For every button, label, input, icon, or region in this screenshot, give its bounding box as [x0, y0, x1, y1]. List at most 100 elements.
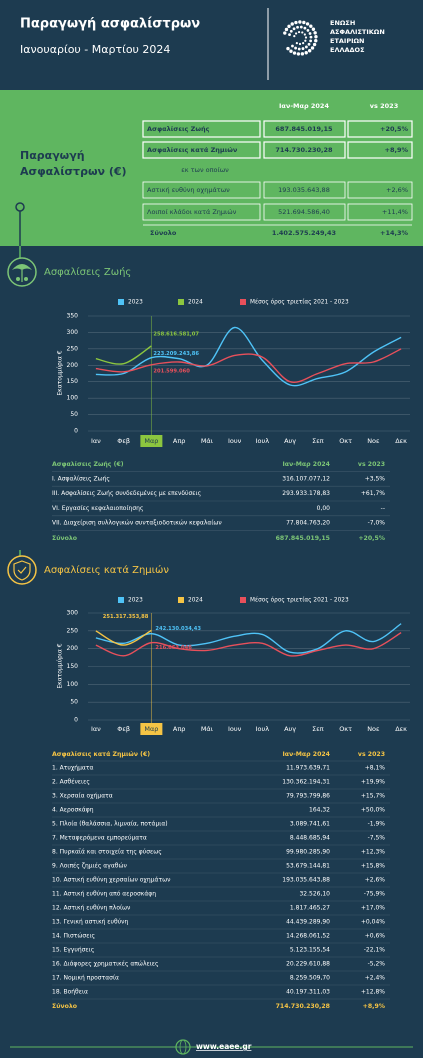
cell-box: [347, 203, 413, 221]
y-tick-label: 50: [70, 411, 78, 418]
highlight-box: [140, 435, 163, 447]
table-cell: -1,9%: [368, 821, 386, 828]
logo-dot: [311, 27, 316, 31]
table-cell: 5.123.155,54: [290, 947, 330, 954]
series-line: [95, 345, 152, 365]
logo-dot: [310, 46, 315, 50]
y-tick-label: 0: [74, 428, 78, 435]
y-axis-label: Εκατομμύρια €: [57, 643, 64, 688]
table-cell: 164,32: [309, 807, 330, 814]
row-value: 687.845.019,15: [275, 125, 333, 133]
x-tick-label: Ιουν: [228, 725, 242, 733]
logo-dot: [303, 33, 306, 36]
highlight-box: [140, 723, 163, 735]
x-tick-label: Απρ: [173, 437, 186, 445]
table-cell: +0,04%: [361, 919, 385, 926]
column-header: Ιαν-Μαρ 2024: [282, 461, 330, 468]
logo-dot: [304, 51, 308, 55]
legend-swatch: [178, 597, 184, 603]
table-cell: 17. Νομική προστασία: [52, 975, 119, 982]
header-title: Παραγωγή ασφαλίστρων: [20, 17, 200, 32]
logo-icon: [283, 20, 318, 56]
logo-dot: [288, 33, 291, 37]
table-cell: 293.933.178,83: [282, 490, 330, 497]
logo-dot: [292, 27, 296, 31]
data-label: 251.317.353,88: [103, 614, 149, 620]
table-cell: 99.980.285,90: [286, 849, 330, 856]
series-line: [95, 348, 402, 383]
table-cell: VI. Εργασίες κεφαλαιοποίησης: [52, 505, 143, 512]
logo-dot: [312, 42, 317, 47]
footer-url[interactable]: www.eaee.gr: [196, 1042, 252, 1051]
logo-dot: [296, 25, 299, 29]
table-cell: I. Ασφαλίσεις Ζωής: [52, 475, 110, 482]
legend-swatch: [178, 299, 184, 305]
logo-dot: [309, 24, 313, 28]
x-tick-label: Οκτ: [339, 725, 352, 733]
table-cell: 32.526,10: [299, 891, 330, 898]
table-cell: +2,4%: [365, 975, 386, 982]
table-cell: +15,7%: [361, 793, 385, 800]
cell-box: [347, 120, 413, 138]
logo-text: ΕΛΛΑΔΟΣ: [330, 46, 365, 54]
series-line: [95, 632, 402, 657]
logo-dot: [302, 42, 305, 45]
logo-dot: [307, 42, 311, 46]
table-cell: -22,1%: [364, 947, 386, 954]
logo-dot: [290, 22, 294, 26]
table-cell: 53.679.144,81: [286, 863, 330, 870]
y-tick-label: 150: [67, 378, 79, 385]
section-title: Ασφαλίσεις κατά Ζημιών: [44, 564, 169, 576]
cell-box: [263, 203, 346, 221]
y-axis-label: Εκατομμύρια €: [57, 350, 64, 395]
logo-dot: [295, 42, 298, 45]
legend-swatch: [118, 597, 124, 603]
row-change: +11,4%: [382, 208, 408, 216]
table-cell: 8. Πυρκαϊά και στοιχεία της φύσεως: [52, 849, 162, 856]
logo-dot: [304, 39, 307, 42]
y-tick-label: 250: [67, 345, 79, 352]
x-tick-label: Δεκ: [395, 437, 407, 445]
y-tick-label: 300: [67, 329, 79, 336]
total-cell: 687.845.019,15: [276, 535, 330, 542]
note: εκ των οποίων: [181, 166, 229, 174]
table-cell: 0,00: [317, 505, 331, 512]
logo-dot: [297, 30, 301, 34]
x-tick-label: Μάι: [201, 437, 213, 445]
y-tick-label: 100: [67, 681, 79, 688]
x-tick-label: Οκτ: [339, 437, 352, 445]
legend-swatch: [118, 299, 124, 305]
table-cell: 8.448.685,94: [290, 835, 330, 842]
logo-dot: [298, 42, 302, 46]
y-tick-label: 300: [67, 610, 79, 617]
x-tick-label: Νοε: [367, 437, 380, 445]
cell-box: [142, 203, 261, 221]
section-title: Ασφαλίσεις Ζωής: [44, 266, 131, 278]
logo-dot: [283, 31, 287, 35]
data-label: 242.130.034,43: [155, 626, 201, 632]
table-cell: 13. Γενική αστική ευθύνη: [52, 919, 129, 926]
logo-dot: [301, 31, 304, 34]
series-line: [95, 326, 402, 387]
summary-title: Παραγωγή: [20, 149, 85, 162]
logo-dot: [306, 28, 310, 32]
logo-dot: [314, 39, 318, 43]
logo-dot: [307, 49, 312, 53]
y-tick-label: 350: [67, 313, 79, 320]
cell-box: [142, 141, 261, 159]
timeline-dot: [15, 202, 25, 212]
table-cell: 7. Μεταφερόμενα εμπορεύματα: [52, 835, 147, 842]
table-cell: +2,6%: [365, 877, 386, 884]
cell-box: [347, 141, 413, 159]
column-header: vs 2023: [358, 751, 385, 758]
cell-box: [142, 120, 261, 138]
column-header: Ιαν-Μαρ 2024: [279, 102, 329, 110]
legend-label: Μέσος όρος τριετίας 2021 - 2023: [250, 299, 349, 306]
logo-text: ΑΣΦΑΛΙΣΤΙΚΩΝ: [330, 28, 385, 36]
series-line: [95, 629, 152, 646]
logo-dot: [284, 27, 289, 32]
column-header: Ασφαλίσεις Ζωής (€): [52, 460, 124, 468]
x-tick-label: Φεβ: [117, 725, 130, 733]
summary-title: Ασφαλίστρων (€): [20, 165, 127, 178]
column-header: Ιαν-Μαρ 2024: [282, 751, 330, 758]
